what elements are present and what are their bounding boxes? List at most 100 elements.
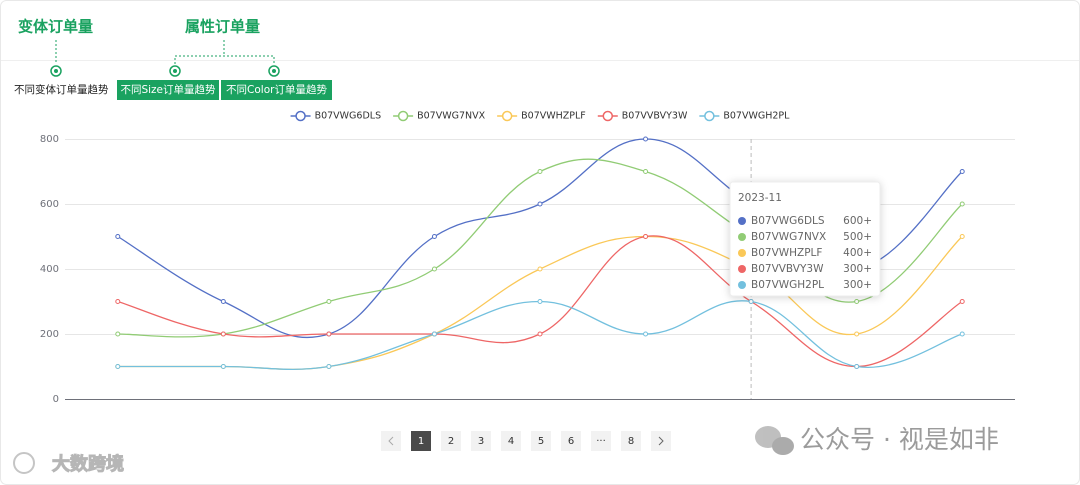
page-number[interactable]: 2 — [448, 436, 454, 447]
data-point — [537, 299, 543, 304]
data-point — [220, 331, 226, 337]
y-tick-label: 800 — [40, 134, 59, 145]
legend: B07VWG6DLS B07VWG7NVX B07VWHZPLF B07VVBVY3W… — [290, 110, 790, 122]
page-button[interactable] — [621, 431, 641, 451]
legend-swatch — [704, 110, 715, 122]
page-button[interactable] — [441, 431, 461, 451]
tooltip-value: 500+ — [843, 231, 872, 243]
data-point — [431, 331, 437, 337]
data-point — [537, 331, 543, 337]
next-button[interactable] — [651, 431, 671, 451]
legend-label: B07VVBVY3W — [622, 111, 688, 122]
data-point — [115, 299, 121, 304]
legend-label: B07VWG6DLS — [315, 111, 382, 122]
page-button[interactable] — [591, 431, 611, 451]
data-point — [643, 136, 649, 142]
prev-button[interactable] — [381, 431, 401, 451]
data-point — [854, 299, 860, 304]
y-tick-label: 400 — [40, 264, 59, 275]
tooltip-title: 2023-11 — [738, 192, 782, 204]
legend-swatch — [501, 110, 513, 122]
data-point — [537, 169, 543, 174]
data-point — [959, 331, 965, 337]
tab[interactable]: 不同Color订单量趋势 — [226, 83, 327, 96]
tooltip-marker — [738, 249, 746, 257]
series-line — [117, 300, 963, 371]
legend-swatch — [295, 110, 306, 122]
data-point — [537, 266, 543, 272]
section-label: 变体订单量 — [18, 18, 93, 36]
data-point — [959, 169, 965, 174]
data-point — [220, 364, 226, 369]
y-tick-label: 0 — [53, 394, 59, 405]
tooltip-marker — [738, 217, 746, 225]
tooltip-marker — [738, 265, 746, 273]
data-point — [431, 234, 437, 239]
data-point — [959, 234, 965, 239]
watermark-text: 公众号 · 视是如非 — [800, 425, 999, 454]
tab-button[interactable] — [221, 80, 332, 100]
legend-label: B07VWHZPLF — [521, 111, 586, 122]
data-point — [959, 299, 965, 304]
brand-icon — [13, 452, 35, 474]
tooltip-marker — [738, 233, 746, 241]
tab[interactable]: 不同Size订单量趋势 — [120, 83, 216, 96]
data-point — [326, 299, 332, 304]
data-point — [220, 299, 226, 304]
page-number[interactable]: ··· — [596, 436, 606, 447]
tooltip-value: 400+ — [843, 247, 872, 259]
page-button[interactable] — [531, 431, 551, 451]
page-number[interactable]: 6 — [568, 436, 574, 447]
page-number[interactable]: 3 — [478, 436, 484, 447]
tooltip-value: 600+ — [843, 215, 872, 227]
tooltip-name: B07VWHZPLF — [751, 247, 822, 259]
data-point — [748, 299, 754, 304]
prev-icon — [388, 436, 394, 446]
tooltip: 2023-11 B07VWG6DLS 600+ B07VWG7NVX 500+ B07VW… — [729, 181, 881, 297]
data-point — [959, 201, 965, 207]
chart: 0 200 400 600 800 B07VWG6DLS B07VWG7NVX B07VWHZ… — [40, 110, 1015, 405]
page-number[interactable]: 4 — [508, 436, 514, 447]
data-point — [643, 331, 649, 337]
tooltip-name: B07VWG7NVX — [751, 231, 826, 243]
data-point — [854, 364, 860, 369]
next-icon — [658, 436, 664, 446]
tooltip-value: 300+ — [843, 279, 872, 291]
dots — [50, 65, 280, 77]
legend-swatch — [602, 110, 614, 122]
page-button[interactable] — [561, 431, 581, 451]
data-point — [115, 331, 121, 337]
y-tick-label: 600 — [40, 199, 59, 210]
y-tick-label: 200 — [40, 329, 59, 340]
tooltip-box — [729, 181, 881, 297]
pagination: 1 2 3 4 5 6 ··· 8 — [381, 431, 671, 451]
brand-text: 大数跨境 — [52, 453, 124, 475]
data-point — [537, 201, 543, 207]
data-point — [115, 234, 121, 239]
tab-button[interactable] — [117, 80, 219, 100]
watermark: 公众号 · 视是如非 大数跨境 — [13, 425, 999, 476]
page-button[interactable] — [471, 431, 491, 451]
legend-label: B07VWG7NVX — [417, 111, 486, 122]
data-point — [431, 266, 437, 272]
tooltip-marker — [738, 281, 746, 289]
series-line — [117, 235, 963, 368]
page-number[interactable]: 8 — [628, 436, 634, 447]
legend-label: B07VWGH2PL — [723, 111, 790, 122]
section-label: 属性订单量 — [185, 18, 260, 36]
data-point — [854, 331, 860, 337]
page-button[interactable] — [501, 431, 521, 451]
tooltip-name: B07VWG6DLS — [751, 215, 825, 227]
tooltip-value: 300+ — [843, 263, 872, 275]
data-point — [643, 169, 649, 174]
data-point — [115, 364, 121, 369]
tooltip-name: B07VVBVY3W — [751, 263, 824, 275]
page-number[interactable]: 1 — [418, 436, 424, 447]
wechat-icon — [772, 437, 794, 455]
page-number[interactable]: 5 — [538, 436, 544, 447]
tab[interactable]: 不同变体订单量趋势 — [14, 83, 109, 96]
page-button[interactable] — [411, 431, 431, 451]
data-point — [326, 331, 332, 337]
